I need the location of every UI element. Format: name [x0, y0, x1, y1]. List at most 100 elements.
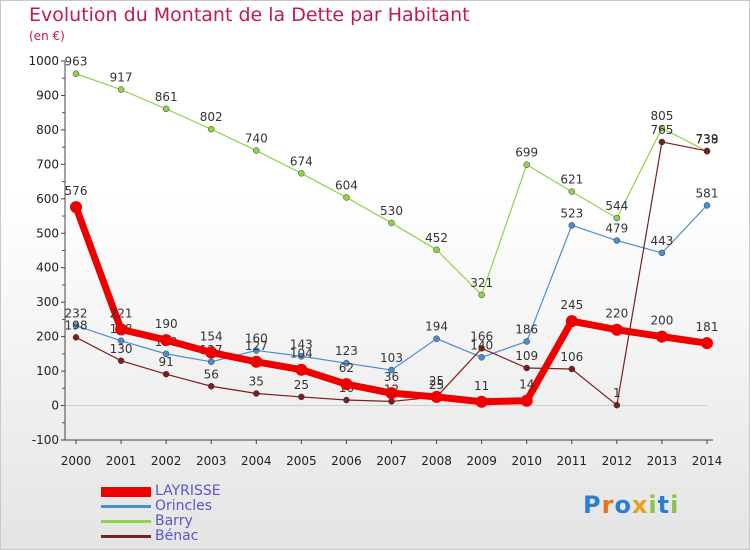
data-label: 861: [155, 90, 178, 104]
data-point: [207, 383, 215, 390]
data-point: [160, 334, 173, 347]
data-point: [613, 401, 621, 409]
data-point: [162, 370, 170, 378]
chart-unit: (en €): [29, 29, 65, 43]
data-point: [520, 394, 533, 407]
logo-letter: i: [670, 491, 680, 519]
data-label: 181: [696, 320, 719, 334]
data-point: [388, 398, 395, 405]
data-point: [72, 70, 80, 77]
data-label: 232: [65, 307, 88, 321]
data-point: [298, 353, 305, 360]
data-point: [388, 219, 395, 227]
data-label: 220: [605, 307, 628, 321]
x-tick-label: 2008: [421, 454, 452, 468]
data-label: 186: [515, 322, 538, 336]
data-label: 576: [65, 184, 88, 198]
x-tick-label: 2002: [151, 454, 182, 468]
proxiti-logo: Proxiti: [583, 491, 679, 519]
series-line-barry: [75, 73, 708, 296]
data-label: 674: [290, 154, 313, 168]
data-label: 321: [470, 276, 493, 290]
y-tick-label: 500: [36, 226, 59, 240]
data-point: [523, 338, 530, 345]
data-label: 25: [429, 374, 444, 388]
data-label: 739: [696, 132, 719, 146]
data-point: [433, 246, 440, 254]
data-point: [205, 346, 218, 359]
data-label: 452: [425, 231, 448, 245]
data-point: [523, 364, 530, 372]
data-label: 740: [245, 132, 268, 146]
data-label: 198: [65, 318, 88, 332]
data-label: 802: [200, 110, 223, 124]
data-point: [475, 395, 488, 408]
data-label: 194: [425, 320, 448, 334]
legend-swatch: [101, 487, 151, 497]
data-point: [162, 105, 170, 113]
data-point: [658, 249, 666, 257]
legend-label: Bénac: [155, 528, 199, 544]
logo-letter: r: [601, 491, 615, 519]
y-tick-label: 300: [36, 295, 59, 309]
chart-title: Evolution du Montant de la Dette par Hab…: [29, 4, 470, 26]
data-point: [117, 337, 125, 345]
data-point: [253, 147, 260, 154]
data-label: 127: [245, 339, 268, 353]
x-tick-label: 2001: [106, 454, 137, 468]
data-label: 36: [384, 370, 399, 384]
x-tick-label: 2010: [511, 454, 542, 468]
data-label: 738: [696, 132, 719, 146]
data-point: [250, 355, 263, 368]
data-point: [568, 222, 576, 229]
y-tick-label: 400: [36, 261, 59, 275]
data-point: [655, 330, 668, 343]
legend-label: LAYRISSE: [155, 483, 221, 499]
data-point: [343, 396, 350, 404]
data-point: [568, 188, 576, 195]
data-point: [565, 315, 578, 328]
data-point: [343, 194, 350, 201]
data-label: 963: [65, 55, 88, 69]
data-label: 530: [380, 204, 403, 218]
y-tick-label: 900: [36, 88, 59, 102]
data-label: 523: [560, 206, 583, 220]
data-label: 143: [290, 337, 313, 351]
data-label: 221: [110, 306, 133, 320]
data-point: [478, 291, 485, 299]
data-label: 56: [204, 367, 219, 381]
data-point: [568, 365, 576, 373]
data-label: 200: [650, 314, 673, 328]
data-label: 25: [294, 378, 309, 392]
x-tick-label: 2000: [61, 454, 92, 468]
data-label: 166: [470, 329, 493, 343]
data-label: 581: [696, 186, 719, 200]
data-point: [298, 170, 305, 177]
data-label: 765: [650, 123, 673, 137]
data-point: [72, 322, 80, 329]
x-tick-label: 2007: [376, 454, 407, 468]
data-label: 106: [560, 350, 583, 364]
y-tick-label: 700: [36, 157, 59, 171]
data-point: [478, 354, 485, 361]
x-tick-label: 2012: [602, 454, 633, 468]
data-label: 245: [560, 298, 583, 312]
data-point: [610, 323, 623, 336]
data-point: [433, 335, 440, 342]
data-point: [162, 350, 170, 358]
y-tick-label: 200: [36, 330, 59, 344]
data-point: [70, 201, 82, 214]
logo-letter: x: [631, 491, 649, 519]
data-point: [430, 390, 443, 403]
y-tick-label: -100: [32, 433, 59, 447]
logo-letter: P: [583, 491, 602, 519]
data-point: [523, 161, 530, 168]
legend-label: Orincles: [155, 498, 213, 514]
data-point: [613, 237, 621, 244]
x-tick-label: 2004: [241, 454, 272, 468]
data-label: 62: [339, 361, 354, 375]
data-label: 190: [155, 317, 178, 331]
y-tick-label: 100: [36, 364, 59, 378]
